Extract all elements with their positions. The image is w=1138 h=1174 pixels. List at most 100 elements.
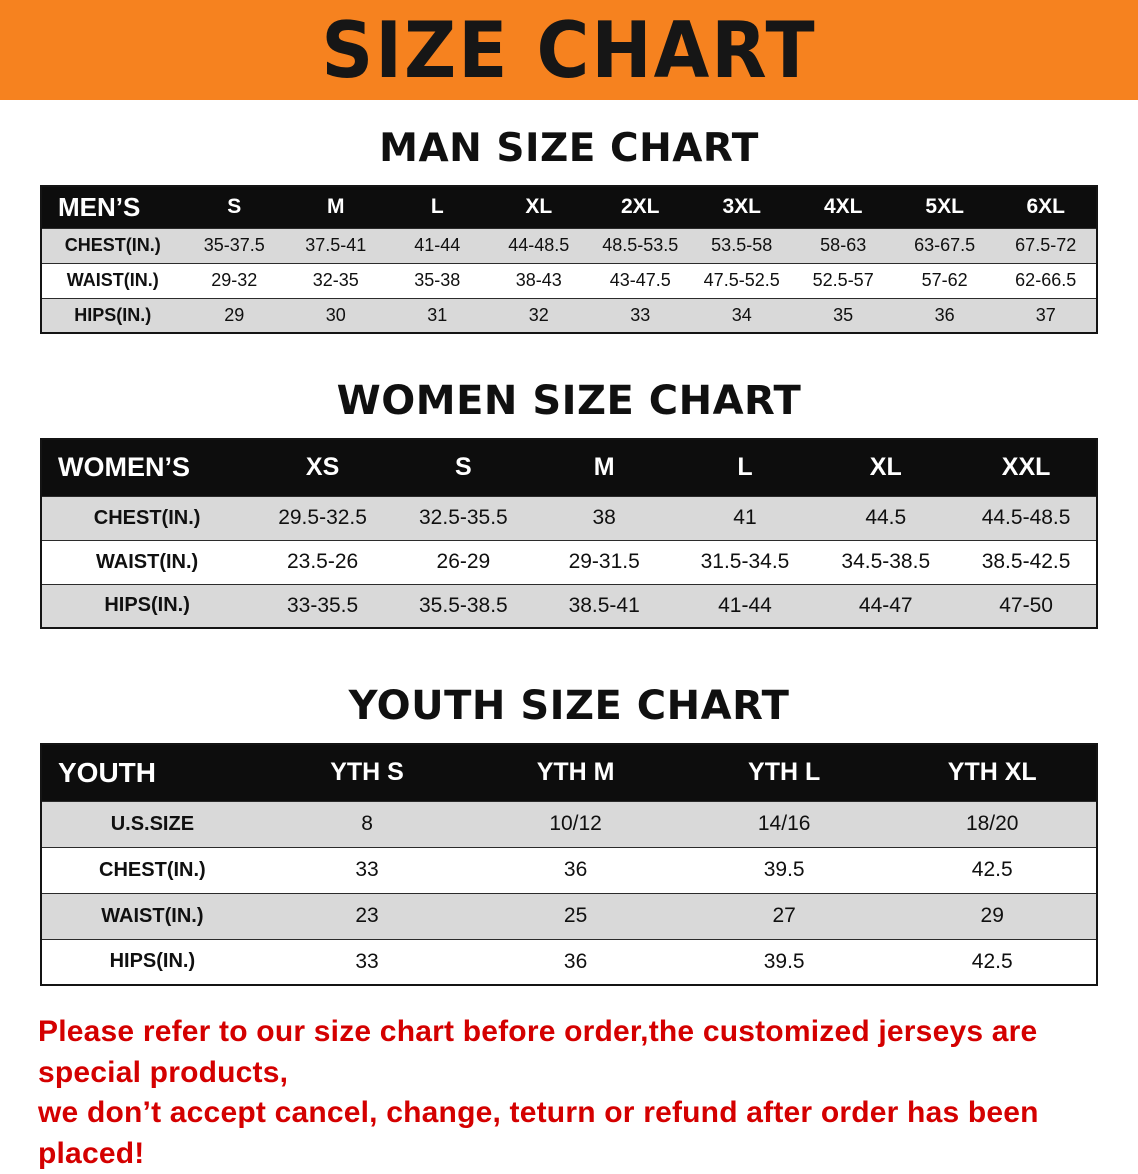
size-value-cell: 31 [427,304,448,325]
size-column-header: 5XL [925,195,964,219]
row-label: HIPS(IN.) [109,950,196,973]
size-value-cell: 52.5-57 [812,270,874,290]
size-value-cell: 32 [528,304,549,325]
size-value-cell: 41-44 [718,593,772,617]
size-column-header: XL [525,195,553,219]
table-row: CHEST(IN.) 35-37.5 37.5-41 41-44 44-48.5 48.5… [41,228,1097,263]
size-value-cell: 33 [355,858,379,881]
table-row: WAIST(IN.) 29-32 32-35 35-38 38-43 43-47.5 47.… [41,263,1097,298]
size-value-cell: 37.5-41 [305,235,367,255]
men-size-table: MEN’S S M L XL 2XL 3XL 4XL 5XL 6XL CHEST(IN.) 35-37… [40,185,1098,334]
size-value-cell: 36 [934,304,955,325]
table-header-row: MEN’S S M L XL 2XL 3XL 4XL 5XL 6XL [41,186,1097,228]
table-row: HIPS(IN.) 29 30 31 32 33 34 35 36 37 [41,298,1097,333]
table-header-row: WOMEN’S XS S M L XL XXL [41,439,1097,496]
size-value-cell: 8 [361,812,373,835]
women-size-table: WOMEN’S XS S M L XL XXL CHEST(IN.) 29.5-32.5 32.5… [40,438,1098,629]
size-value-cell: 35 [833,304,854,325]
size-column-header: M [593,453,615,482]
size-column-header: YTH M [536,758,615,787]
row-label: CHEST(IN.) [64,235,161,255]
size-value-cell: 33 [630,304,651,325]
youth-section-heading: YOUTH SIZE CHART [348,683,790,729]
size-value-cell: 38-43 [515,270,562,290]
size-value-cell: 23.5-26 [286,550,359,573]
size-value-cell: 32.5-35.5 [419,506,508,529]
size-column-header: XXL [1001,453,1051,482]
women-size-section: WOMEN SIZE CHART WOMEN’S XS S M L XL XXL CHEST(… [0,378,1138,629]
table-row: HIPS(IN.) 33-35.5 35.5-38.5 38.5-41 41-44 44-… [41,584,1097,628]
size-value-cell: 18/20 [965,812,1019,835]
row-label: HIPS(IN.) [74,304,152,325]
size-value-cell: 53.5-58 [711,235,773,255]
size-column-header: YTH S [330,758,404,787]
size-column-header: YTH L [748,758,821,787]
size-value-cell: 29 [224,304,245,325]
table-corner-label: WOMEN’S [58,452,190,483]
size-value-cell: 27 [772,904,796,927]
size-value-cell: 67.5-72 [1015,235,1077,255]
size-column-header: S [227,195,242,219]
row-label: WAIST(IN.) [101,904,204,927]
table-header-row: YOUTH YTH S YTH M YTH L YTH XL [41,744,1097,801]
size-column-header: YTH XL [947,758,1037,787]
size-value-cell: 41 [733,506,757,529]
size-value-cell: 44-48.5 [508,235,570,255]
size-value-cell: 38.5-41 [568,593,640,617]
size-value-cell: 29-32 [211,270,258,290]
size-value-cell: 38.5-42.5 [981,550,1071,573]
table-row: CHEST(IN.) 33 36 39.5 42.5 [41,847,1097,893]
men-section-heading: MAN SIZE CHART [379,126,759,171]
size-value-cell: 33 [355,949,379,973]
size-value-cell: 34 [731,304,752,325]
size-value-cell: 29 [980,904,1004,927]
size-value-cell: 35-38 [414,270,461,290]
disclaimer-line-2: we don’t accept cancel, change, teturn o… [38,1096,1039,1170]
row-label: CHEST(IN.) [99,858,206,881]
row-label: WAIST(IN.) [66,270,159,290]
size-value-cell: 39.5 [763,858,805,881]
size-value-cell: 44.5 [865,506,907,529]
row-label: U.S.SIZE [110,812,195,835]
row-label: CHEST(IN.) [93,506,201,529]
size-column-header: M [327,195,345,219]
size-value-cell: 42.5 [971,949,1013,973]
size-value-cell: 48.5-53.5 [602,235,679,255]
size-column-header: 3XL [722,195,761,219]
size-value-cell: 23 [355,904,379,927]
size-value-cell: 43-47.5 [609,270,671,290]
size-value-cell: 41-44 [414,235,461,255]
disclaimer-line-1: Please refer to our size chart before or… [38,1015,1038,1089]
size-column-header: XS [305,453,340,482]
size-value-cell: 42.5 [971,858,1013,881]
size-value-cell: 35-37.5 [203,235,265,255]
table-row: HIPS(IN.) 33 36 39.5 42.5 [41,939,1097,985]
women-section-heading: WOMEN SIZE CHART [336,378,802,424]
size-value-cell: 30 [325,304,346,325]
size-column-header: S [455,453,472,482]
size-column-header: 6XL [1026,195,1065,219]
table-corner-label: MEN’S [58,191,141,222]
table-corner-label: YOUTH [58,756,156,788]
size-chart-banner: SIZE CHART [0,0,1138,100]
men-size-section: MAN SIZE CHART MEN’S S M L XL 2XL 3XL 4XL 5XL 6XL… [0,126,1138,334]
size-value-cell: 32-35 [312,270,359,290]
size-value-cell: 29-31.5 [568,550,640,573]
size-value-cell: 39.5 [763,949,805,973]
youth-size-section: YOUTH SIZE CHART YOUTH YTH S YTH M YTH L YTH… [0,683,1138,986]
size-value-cell: 44-47 [858,593,913,617]
size-value-cell: 34.5-38.5 [841,550,931,573]
size-value-cell: 57-62 [921,270,968,290]
size-column-header: L [430,195,444,219]
size-column-header: XL [869,453,902,482]
size-column-header: L [737,453,753,482]
row-label: HIPS(IN.) [104,594,190,617]
table-row: CHEST(IN.) 29.5-32.5 32.5-35.5 38 41 44.5 44.5… [41,496,1097,540]
size-value-cell: 36 [563,858,588,881]
size-value-cell: 63-67.5 [914,235,976,255]
size-value-cell: 44.5-48.5 [981,506,1071,529]
page-title: SIZE CHART [321,4,817,96]
size-value-cell: 36 [563,949,588,973]
disclaimer-text: Please refer to our size chart before or… [0,1012,1138,1174]
size-value-cell: 35.5-38.5 [419,593,508,617]
